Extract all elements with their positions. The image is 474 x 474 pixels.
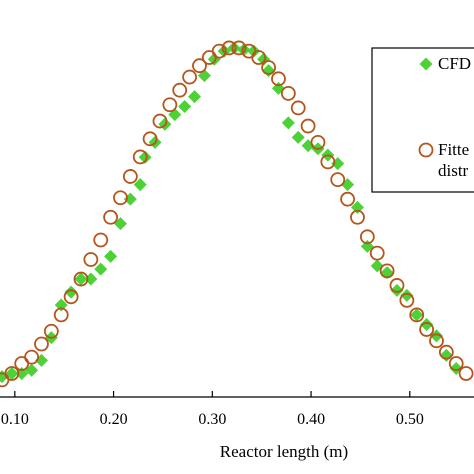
fitted-point <box>182 69 198 85</box>
fitted-point <box>132 149 148 165</box>
cfd-point <box>178 100 192 114</box>
x-tick-label: 0.10 <box>1 411 29 428</box>
cfd-point <box>420 317 434 331</box>
fitted-point <box>379 263 395 279</box>
cfd-point <box>237 43 251 57</box>
fitted-point <box>290 100 306 116</box>
cfd-point <box>350 200 364 214</box>
cfd-point <box>247 44 261 58</box>
cfd-point <box>64 285 78 299</box>
fitted-point <box>429 333 444 349</box>
x-axis-title: Reactor length (m) <box>220 442 348 461</box>
fitted-point <box>4 366 20 381</box>
fitted-point <box>172 82 188 98</box>
fitted-point <box>340 191 356 207</box>
fitted-point <box>113 190 128 206</box>
cfd-point <box>227 41 241 55</box>
cfd-point <box>188 90 202 104</box>
fitted-point <box>330 172 346 188</box>
x-tick-label: 0.50 <box>396 411 424 428</box>
fitted-point <box>419 322 435 337</box>
fitted-point <box>211 43 227 59</box>
fitted-point <box>320 154 336 170</box>
fitted-point <box>359 229 375 245</box>
fitted-point <box>300 118 316 134</box>
fitted-point <box>43 323 59 339</box>
cfd-point <box>54 298 68 312</box>
fitted-point <box>73 271 89 287</box>
cfd-point <box>104 249 118 263</box>
fitted-point <box>251 50 267 65</box>
cfd-point <box>94 262 108 276</box>
cfd-point <box>390 283 404 297</box>
cfd-point <box>257 52 271 66</box>
legend-label: CFD <box>438 54 471 73</box>
fitted-point <box>409 307 425 323</box>
legend-marker-cfd <box>419 57 433 71</box>
fitted-point <box>399 292 415 308</box>
fitted-point <box>389 278 405 293</box>
legend: CFD Fitte distr <box>371 47 474 193</box>
x-tick-label: 0.40 <box>297 411 325 428</box>
fitted-point <box>438 344 454 360</box>
legend-box <box>371 47 474 193</box>
fitted-point <box>93 232 109 248</box>
cfd-point <box>207 52 221 66</box>
fitted-point <box>280 85 296 101</box>
cfd-point <box>74 272 88 286</box>
legend-marker-fitted <box>418 142 434 158</box>
fitted-point <box>350 209 365 225</box>
cfd-point <box>291 130 305 144</box>
fitted-point <box>458 366 474 381</box>
fitted-point <box>310 134 326 150</box>
fitted-point <box>53 307 69 323</box>
cfd-point <box>410 308 424 322</box>
fitted-point <box>261 60 277 75</box>
fitted-point <box>34 336 49 352</box>
fitted-point <box>103 209 118 225</box>
cfd-point <box>123 192 137 206</box>
cfd-point <box>400 288 414 302</box>
cfd-point <box>281 116 295 130</box>
fitted-point <box>63 289 79 305</box>
legend-label: distr <box>438 161 469 180</box>
fitted-point <box>192 58 207 74</box>
fitted-point <box>162 97 178 113</box>
fitted-point <box>448 356 464 371</box>
plot-points <box>0 40 474 388</box>
fitted-point <box>271 71 286 87</box>
legend-label: Fitte <box>438 140 469 159</box>
cfd-point <box>138 150 152 164</box>
fitted-point <box>221 40 237 56</box>
fitted-point <box>231 40 247 56</box>
cfd-point <box>133 178 147 192</box>
fitted-point <box>152 113 168 129</box>
fitted-point <box>24 349 40 365</box>
x-tick-label: 0.30 <box>198 411 226 428</box>
fitted-point <box>369 245 385 261</box>
fitted-point <box>142 131 158 147</box>
cfd-point <box>25 363 39 377</box>
fitted-point <box>122 169 138 184</box>
fitted-point <box>83 252 99 267</box>
x-tick-label: 0.20 <box>100 411 128 428</box>
x-ticks: 0.10 0.20 0.30 0.40 0.50 <box>1 391 424 428</box>
